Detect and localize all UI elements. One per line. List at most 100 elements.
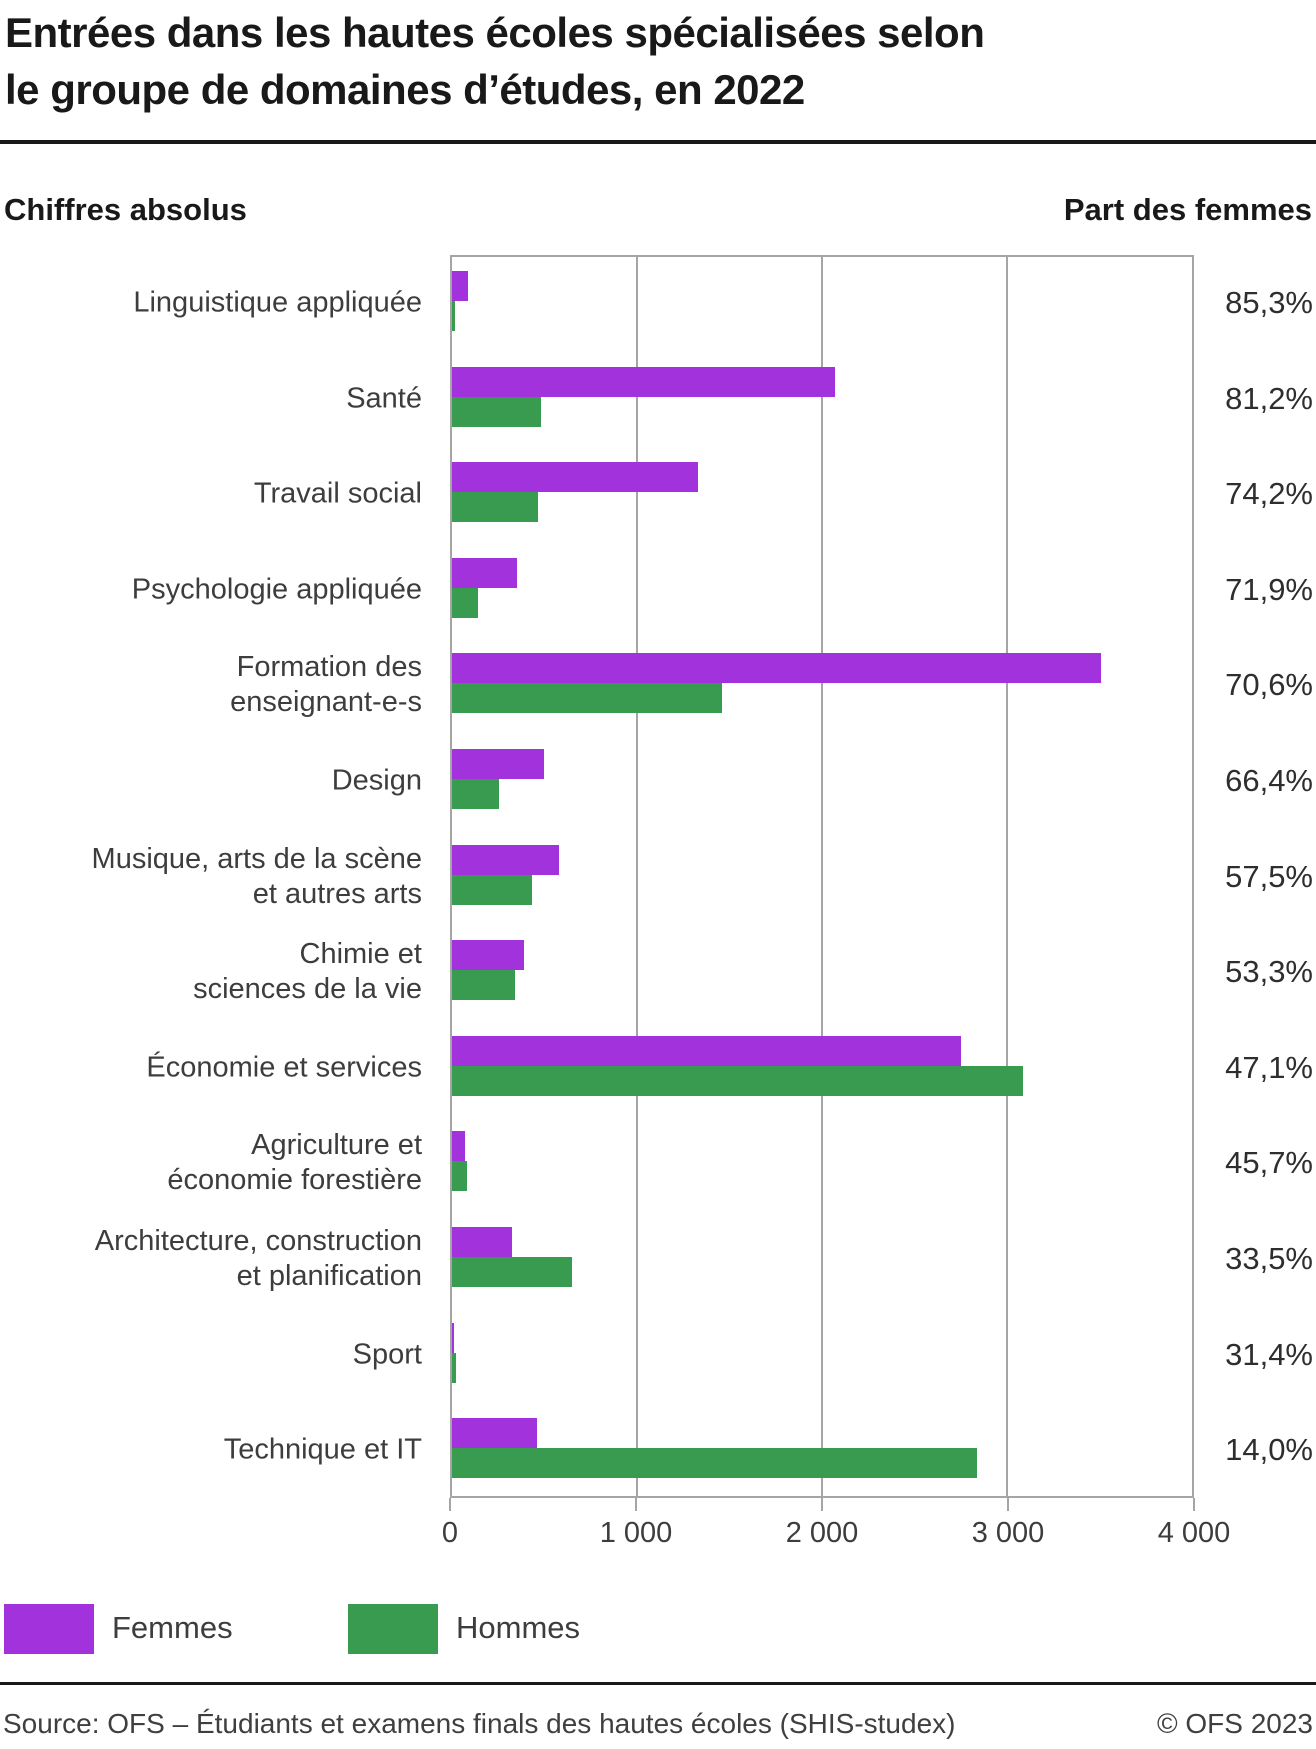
x-axis-label: 1 000 xyxy=(599,1517,673,1549)
bar-group xyxy=(452,351,1192,447)
x-axis-label: 2 000 xyxy=(785,1517,859,1549)
chart-row: Design 66,4% xyxy=(0,733,1316,829)
chart-row: Travail social 74,2% xyxy=(0,446,1316,542)
category-label: Agriculture et économie forestière xyxy=(167,1129,422,1197)
legend-swatch-femmes xyxy=(4,1604,94,1654)
legend: Femmes Hommes xyxy=(0,1602,1316,1658)
femmes-bar xyxy=(452,1227,513,1258)
women-share-label: 74,2% xyxy=(1225,476,1313,512)
bar-group xyxy=(452,255,1192,351)
plot-box xyxy=(450,255,1194,1498)
bar-chart: Linguistique appliquée 85,3% Santé 81,2% Tra… xyxy=(0,255,1316,1555)
hommes-bar xyxy=(452,683,723,714)
bar-group xyxy=(452,1402,1192,1498)
category-label: Musique, arts de la scène et autres arts xyxy=(91,842,422,910)
women-share-label: 47,1% xyxy=(1225,1049,1313,1085)
footer-divider xyxy=(0,1682,1316,1685)
page-title: Entrées dans les hautes écoles spécialis… xyxy=(5,4,1305,118)
bar-group xyxy=(452,1307,1192,1403)
category-label: Économie et services xyxy=(146,1051,422,1084)
chart-row: Musique, arts de la scène et autres arts… xyxy=(0,829,1316,925)
hommes-bar xyxy=(452,1257,572,1288)
bar-group xyxy=(452,733,1192,829)
axis-tick xyxy=(821,1498,823,1511)
x-axis-label: 0 xyxy=(441,1517,459,1549)
gridline xyxy=(1006,257,1008,1496)
hommes-bar xyxy=(452,970,516,1001)
category-label: Psychologie appliquée xyxy=(131,573,422,606)
hommes-bar xyxy=(452,492,538,523)
women-share-label: 66,4% xyxy=(1225,763,1313,799)
axis-tick xyxy=(1007,1498,1009,1511)
legend-label-hommes: Hommes xyxy=(456,1610,581,1645)
chart-row: Chimie et sciences de la vie 53,3% xyxy=(0,924,1316,1020)
hommes-bar xyxy=(452,1448,978,1479)
chart-row: Agriculture et économie forestière 45,7% xyxy=(0,1115,1316,1211)
femmes-bar xyxy=(452,940,525,971)
page-title-line2: le groupe de domaines d’études, en 2022 xyxy=(5,66,805,113)
femmes-bar xyxy=(452,1131,465,1162)
source-text: Source: OFS – Étudiants et examens final… xyxy=(3,1708,956,1739)
bar-group xyxy=(452,924,1192,1020)
subheader-chiffres-absolus: Chiffres absolus xyxy=(4,192,247,227)
chart-row: Architecture, construction et planificat… xyxy=(0,1211,1316,1307)
legend-swatch-hommes xyxy=(348,1604,438,1654)
category-label: Santé xyxy=(346,382,422,415)
chart-row: Sport 31,4% xyxy=(0,1307,1316,1403)
chart-row: Linguistique appliquée 85,3% xyxy=(0,255,1316,351)
subheader-row: Chiffres absolus Part des femmes xyxy=(0,192,1316,230)
bar-group xyxy=(452,829,1192,925)
femmes-bar xyxy=(452,462,699,493)
women-share-label: 33,5% xyxy=(1225,1241,1313,1277)
women-share-label: 70,6% xyxy=(1225,667,1313,703)
hommes-bar xyxy=(452,874,532,905)
bar-group xyxy=(452,542,1192,638)
women-share-label: 45,7% xyxy=(1225,1145,1313,1181)
category-label: Sport xyxy=(352,1338,422,1371)
chart-row: Psychologie appliquée 71,9% xyxy=(0,542,1316,638)
chart-row: Santé 81,2% xyxy=(0,351,1316,447)
page-title-line1: Entrées dans les hautes écoles spécialis… xyxy=(5,9,985,56)
women-share-label: 53,3% xyxy=(1225,954,1313,990)
bar-group xyxy=(452,1211,1192,1307)
femmes-bar xyxy=(452,749,545,780)
axis-tick xyxy=(1193,1498,1195,1511)
category-label: Travail social xyxy=(253,477,422,510)
femmes-bar xyxy=(452,1322,455,1353)
bar-group xyxy=(452,637,1192,733)
hommes-bar xyxy=(452,1352,457,1383)
women-share-label: 31,4% xyxy=(1225,1336,1313,1372)
women-share-label: 85,3% xyxy=(1225,285,1313,320)
legend-item-hommes: Hommes xyxy=(348,1602,608,1654)
femmes-bar xyxy=(452,1035,961,1066)
category-label: Design xyxy=(331,764,422,797)
legend-label-femmes: Femmes xyxy=(112,1610,233,1645)
axis-tick xyxy=(635,1498,637,1511)
women-share-label: 71,9% xyxy=(1225,571,1313,607)
copyright-text: © OFS 2023 xyxy=(1156,1708,1313,1739)
category-label: Architecture, construction et planificat… xyxy=(94,1225,422,1293)
femmes-bar xyxy=(452,366,835,397)
chart-row: Économie et services 47,1% xyxy=(0,1020,1316,1116)
legend-item-femmes: Femmes xyxy=(4,1602,264,1654)
hommes-bar xyxy=(452,1065,1024,1096)
chart-row: Technique et IT 14,0% xyxy=(0,1402,1316,1498)
x-axis-label: 3 000 xyxy=(971,1517,1045,1549)
bar-group xyxy=(452,446,1192,542)
bar-group xyxy=(452,1115,1192,1211)
femmes-bar xyxy=(452,653,1102,684)
title-divider xyxy=(0,140,1316,144)
femmes-bar xyxy=(452,844,560,875)
hommes-bar xyxy=(452,396,541,427)
axis-tick xyxy=(449,1498,451,1511)
subheader-part-des-femmes: Part des femmes xyxy=(1063,192,1312,227)
hommes-bar xyxy=(452,1161,468,1192)
category-label: Linguistique appliquée xyxy=(133,286,422,319)
gridline xyxy=(821,257,823,1496)
bar-group xyxy=(452,1020,1192,1116)
femmes-bar xyxy=(452,1418,538,1449)
x-axis-label: 4 000 xyxy=(1157,1517,1231,1549)
category-label: Formation des enseignant-e-s xyxy=(230,651,422,719)
chart-rows: Linguistique appliquée 85,3% Santé 81,2% Tra… xyxy=(0,255,1316,1498)
femmes-bar xyxy=(452,557,518,588)
